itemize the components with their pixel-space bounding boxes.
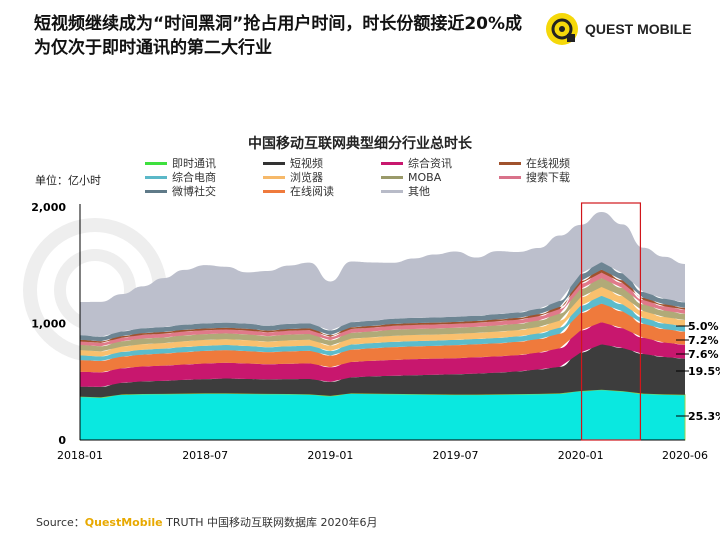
highlight-box — [580, 202, 642, 441]
source-brand: QuestMobile — [84, 516, 163, 529]
legend-label: MOBA — [408, 170, 442, 184]
legend-item: 短视频 — [263, 156, 381, 170]
legend-label: 在线视频 — [526, 157, 570, 170]
legend: 即时通讯 短视频 综合资讯 在线视频综合电商 浏览器 MOBA 搜索下载微博社交 在线阅读 其他 — [145, 156, 617, 198]
area-4 — [80, 295, 685, 361]
legend-swatch — [263, 189, 285, 193]
x-tick-label: 2018-01 — [57, 449, 103, 462]
legend-item: 浏览器 — [263, 170, 381, 184]
area-3 — [80, 303, 685, 373]
x-tick-label: 2018-07 — [182, 449, 228, 462]
legend-item: 综合电商 — [145, 170, 263, 184]
legend-item: 在线阅读 — [263, 184, 381, 198]
legend-label: 浏览器 — [290, 171, 323, 184]
quest-mobile-logo: QUEST MOBILE — [545, 12, 692, 46]
legend-item: 综合资讯 — [381, 156, 499, 170]
legend-label: 其他 — [408, 185, 430, 198]
area-6 — [80, 278, 685, 352]
share-annotation: 5.0% — [688, 320, 719, 333]
legend-label: 即时通讯 — [172, 157, 216, 170]
legend-swatch — [499, 175, 521, 179]
legend-item: 即时通讯 — [145, 156, 263, 170]
legend-label: 在线阅读 — [290, 185, 334, 198]
legend-swatch — [263, 161, 285, 165]
y-tick-label: 1,000 — [31, 318, 66, 331]
area-5 — [80, 287, 685, 357]
share-annotation: 7.6% — [688, 348, 719, 361]
source-prefix: Source： — [36, 516, 85, 529]
share-annotation: 25.3% — [688, 410, 720, 423]
area-1 — [80, 344, 685, 398]
legend-label: 微博社交 — [172, 185, 216, 198]
x-tick-label: 2020-06 — [662, 449, 708, 462]
legend-label: 短视频 — [290, 157, 323, 170]
page-title: 短视频继续成为“时间黑洞”抢占用户时间，时长份额接近20%成为仅次于即时通讯的第… — [34, 14, 523, 58]
legend-item: 在线视频 — [499, 156, 617, 170]
legend-swatch — [263, 175, 285, 179]
area-0 — [79, 389, 686, 441]
y-tick-label: 2,000 — [31, 201, 66, 214]
legend-swatch — [381, 175, 403, 179]
legend-label: 搜索下载 — [526, 171, 570, 184]
area-10 — [80, 212, 685, 337]
share-annotation: 19.5% — [688, 365, 720, 378]
area-2 — [80, 322, 685, 387]
legend-item: 其他 — [381, 184, 499, 198]
legend-swatch — [381, 189, 403, 193]
area-9 — [80, 262, 685, 342]
legend-item: 微博社交 — [145, 184, 263, 198]
legend-swatch — [145, 175, 167, 179]
source-note: Source：QuestMobile TRUTH 中国移动互联网数据库 2020… — [36, 514, 378, 530]
source-text: TRUTH 中国移动互联网数据库 2020年6月 — [162, 516, 378, 529]
share-annotation: 7.2% — [688, 334, 719, 347]
x-tick-label: 2019-01 — [307, 449, 353, 462]
y-tick-label: 0 — [58, 434, 66, 447]
legend-item: MOBA — [381, 170, 499, 184]
legend-item: 搜索下载 — [499, 170, 617, 184]
legend-label: 综合电商 — [172, 171, 216, 184]
legend-swatch — [145, 161, 167, 165]
legend-swatch — [381, 161, 403, 165]
y-axis-unit: 单位：亿小时 — [35, 174, 101, 187]
legend-swatch — [145, 189, 167, 193]
logo-icon — [546, 13, 578, 45]
legend-swatch — [499, 161, 521, 165]
chart-title: 中国移动互联网典型细分行业总时长 — [248, 136, 472, 152]
legend-label: 综合资讯 — [408, 157, 452, 170]
logo-text: QUEST MOBILE — [585, 21, 692, 37]
x-tick-label: 2019-07 — [433, 449, 479, 462]
x-tick-label: 2020-01 — [558, 449, 604, 462]
